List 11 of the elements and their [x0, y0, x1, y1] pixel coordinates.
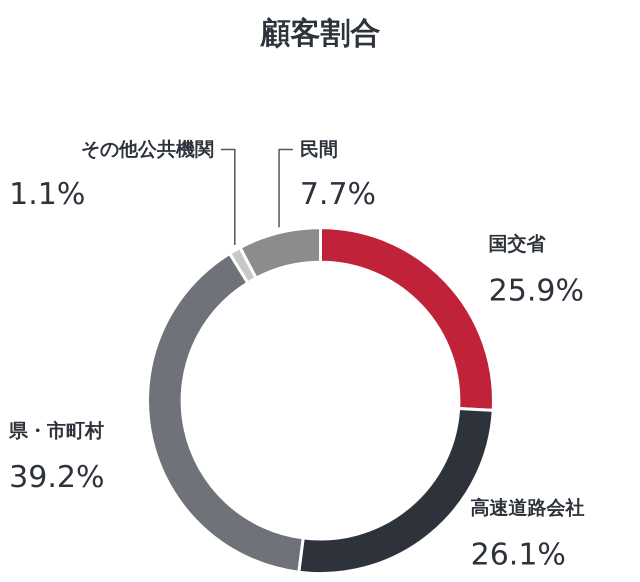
- slice-label: その他公共機関: [81, 138, 214, 160]
- data-label: 1.1%: [9, 177, 86, 212]
- slice-label: 民間: [300, 138, 338, 160]
- data-label: 26.1%: [470, 537, 566, 572]
- slice-label: 国交省: [488, 233, 547, 256]
- data-label: 25.9%: [488, 273, 584, 308]
- data-label: 39.2%: [9, 460, 104, 496]
- slice-label: 高速道路会社: [470, 497, 585, 520]
- data-label: 7.7%: [300, 177, 376, 212]
- chart-title: 顧客割合: [260, 16, 380, 51]
- slice-label: 県・市町村: [8, 420, 104, 442]
